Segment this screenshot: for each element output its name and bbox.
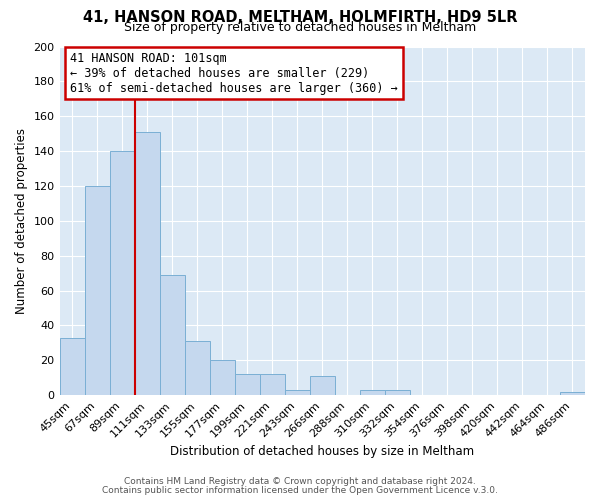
Bar — [385, 390, 410, 395]
Bar — [134, 132, 160, 395]
Y-axis label: Number of detached properties: Number of detached properties — [15, 128, 28, 314]
Bar — [110, 151, 134, 395]
Bar — [560, 392, 585, 395]
Text: Size of property relative to detached houses in Meltham: Size of property relative to detached ho… — [124, 22, 476, 35]
Bar — [310, 376, 335, 395]
Text: Contains public sector information licensed under the Open Government Licence v.: Contains public sector information licen… — [102, 486, 498, 495]
X-axis label: Distribution of detached houses by size in Meltham: Distribution of detached houses by size … — [170, 444, 475, 458]
Bar — [285, 390, 310, 395]
Bar — [360, 390, 385, 395]
Bar — [235, 374, 260, 395]
Bar — [59, 338, 85, 395]
Bar — [209, 360, 235, 395]
Text: 41, HANSON ROAD, MELTHAM, HOLMFIRTH, HD9 5LR: 41, HANSON ROAD, MELTHAM, HOLMFIRTH, HD9… — [83, 10, 517, 25]
Bar — [260, 374, 285, 395]
Text: Contains HM Land Registry data © Crown copyright and database right 2024.: Contains HM Land Registry data © Crown c… — [124, 477, 476, 486]
Text: 41 HANSON ROAD: 101sqm
← 39% of detached houses are smaller (229)
61% of semi-de: 41 HANSON ROAD: 101sqm ← 39% of detached… — [70, 52, 398, 94]
Bar — [85, 186, 110, 395]
Bar — [160, 275, 185, 395]
Bar — [185, 341, 209, 395]
